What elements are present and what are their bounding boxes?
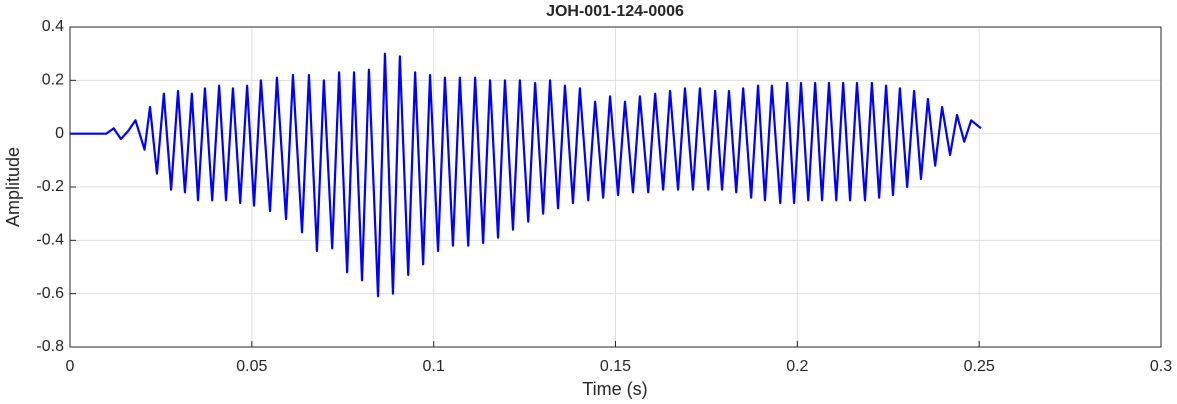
y-tick-label: 0 bbox=[55, 125, 64, 142]
x-tick-label: 0.05 bbox=[236, 358, 267, 375]
y-axis-label: Amplitude bbox=[3, 147, 23, 227]
y-tick-label: 0.4 bbox=[42, 18, 64, 35]
x-tick-label: 0 bbox=[66, 358, 75, 375]
chart-title: JOH-001-124-0006 bbox=[546, 3, 684, 20]
plot-border bbox=[69, 26, 1162, 348]
y-tick-label: -0.4 bbox=[36, 232, 64, 249]
x-tick-label: 0.2 bbox=[786, 358, 808, 375]
waveform-line bbox=[70, 52, 982, 298]
x-tick-label: 0.15 bbox=[600, 358, 631, 375]
y-tick-label: -0.2 bbox=[36, 178, 64, 195]
x-tick-label: 0.1 bbox=[423, 358, 445, 375]
y-tick-label: 0.2 bbox=[42, 72, 64, 89]
x-tick-label: 0.3 bbox=[1150, 358, 1172, 375]
y-tick-label: -0.8 bbox=[36, 338, 64, 355]
x-axis-label: Time (s) bbox=[582, 379, 647, 399]
x-tick-label: 0.25 bbox=[964, 358, 995, 375]
y-tick-label: -0.6 bbox=[36, 285, 64, 302]
